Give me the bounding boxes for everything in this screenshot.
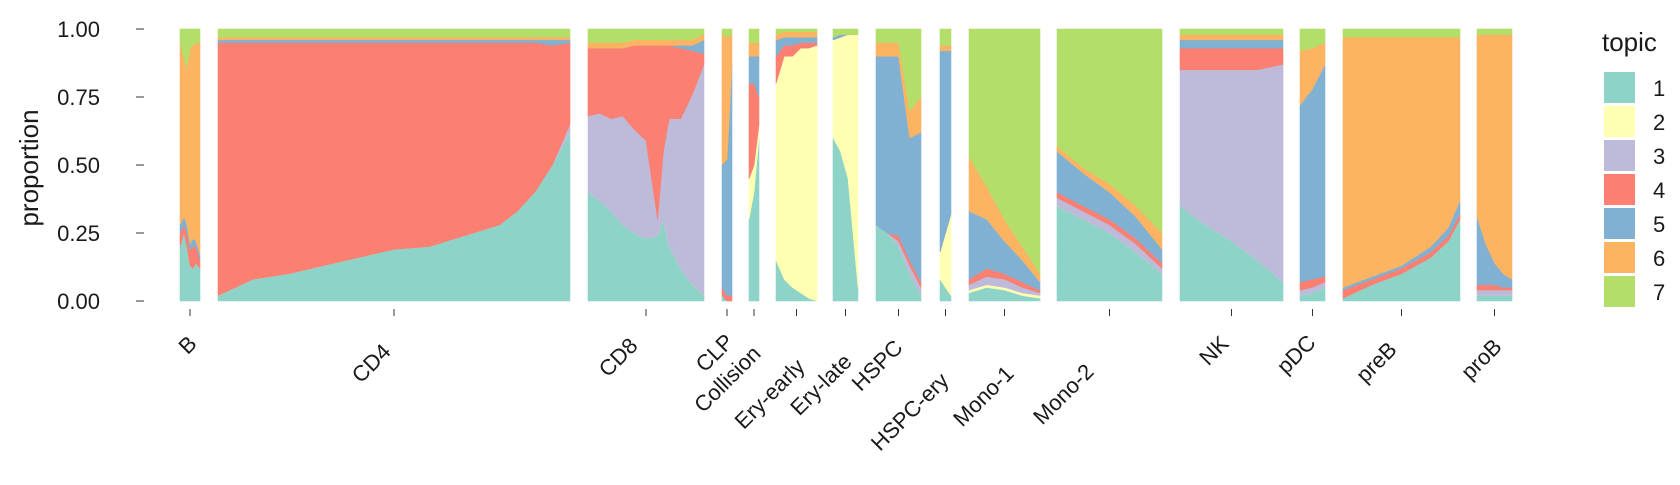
legend-label-1: 1 xyxy=(1653,76,1665,101)
area-topic-3 xyxy=(1476,289,1513,296)
area-topic-7 xyxy=(721,28,733,38)
area-topic-5 xyxy=(1179,39,1284,49)
y-tick-label: 0.50 xyxy=(57,153,100,178)
panel-proB xyxy=(1476,28,1513,302)
area-topic-2 xyxy=(775,44,818,302)
area-topic-7 xyxy=(1342,28,1461,38)
panel-CD4 xyxy=(217,28,571,302)
y-axis-ticks: 0.00 0.25 0.50 0.75 1.00 xyxy=(57,17,144,314)
legend-swatch-1 xyxy=(1604,72,1635,103)
area-topic-6 xyxy=(1179,34,1284,41)
x-tick-label: CD8 xyxy=(594,333,643,382)
panel-Mono-1 xyxy=(968,28,1041,302)
area-topic-7 xyxy=(179,28,201,69)
legend-label-3: 3 xyxy=(1653,144,1665,169)
area-topic-7 xyxy=(1056,28,1163,234)
area-topic-7 xyxy=(217,28,571,38)
legend-label-2: 2 xyxy=(1653,110,1665,135)
area-topic-7 xyxy=(875,28,922,112)
panel-Mono-2 xyxy=(1056,28,1163,302)
y-tick-label: 1.00 xyxy=(57,17,100,42)
legend-swatch-2 xyxy=(1604,106,1635,137)
area-topic-1 xyxy=(1476,295,1513,302)
area-topic-7 xyxy=(587,28,705,43)
legend-title: topic xyxy=(1602,27,1657,57)
area-topic-7 xyxy=(1299,28,1326,52)
panel-HSPC-ery xyxy=(939,28,952,302)
area-topic-7 xyxy=(748,28,760,43)
area-topic-7 xyxy=(832,28,859,38)
x-tick-label: HSPC xyxy=(847,335,908,396)
panel-pDC xyxy=(1299,28,1326,302)
legend-swatch-7 xyxy=(1604,276,1635,307)
area-topic-4 xyxy=(1179,47,1284,71)
area-topic-6 xyxy=(748,42,760,57)
x-tick-label: Mono-1 xyxy=(948,361,1018,431)
area-topic-7 xyxy=(1476,28,1513,35)
area-topic-6 xyxy=(939,45,952,52)
area-topic-7 xyxy=(968,28,1041,275)
legend-label-6: 6 xyxy=(1653,246,1665,271)
legend: topic 1 2 3 4 5 6 7 xyxy=(1602,27,1665,307)
panel-NK xyxy=(1179,28,1284,302)
x-tick-label: preB xyxy=(1351,337,1402,388)
panel-Collision xyxy=(748,28,760,302)
x-tick-label: pDC xyxy=(1272,330,1321,379)
y-tick-label: 0.00 xyxy=(57,289,100,314)
panel-CLP xyxy=(721,28,733,302)
x-tick-label: Mono-2 xyxy=(1028,359,1098,429)
legend-swatch-3 xyxy=(1604,140,1635,171)
panel-HSPC xyxy=(875,28,922,302)
x-tick-label: proB xyxy=(1456,334,1507,385)
panel-CD8 xyxy=(587,28,705,302)
y-tick-label: 0.25 xyxy=(57,221,100,246)
legend-label-7: 7 xyxy=(1653,280,1665,305)
panel-Ery-late xyxy=(832,28,859,302)
plot-area xyxy=(179,28,1513,302)
panel-B xyxy=(179,28,201,302)
x-tick-label: NK xyxy=(1194,331,1234,371)
area-topic-7 xyxy=(939,28,952,46)
y-axis-label: proportion xyxy=(14,109,44,226)
legend-label-5: 5 xyxy=(1653,212,1665,237)
x-axis-ticks: B CD4 CD8 CLPCollisionEry-earlyEry-lateHSPC… xyxy=(173,309,1507,456)
legend-swatch-5 xyxy=(1604,208,1635,239)
legend-swatch-6 xyxy=(1604,242,1635,273)
x-tick-label: CD4 xyxy=(347,339,396,388)
x-tick-label: B xyxy=(173,331,201,359)
area-topic-6 xyxy=(217,36,571,41)
panel-preB xyxy=(1342,28,1461,302)
panel-Ery-early xyxy=(775,28,818,302)
area-topic-7 xyxy=(1179,28,1284,35)
y-tick-label: 0.75 xyxy=(57,85,100,110)
legend-swatch-4 xyxy=(1604,174,1635,205)
legend-label-4: 4 xyxy=(1653,178,1665,203)
area-topic-7 xyxy=(775,28,818,35)
